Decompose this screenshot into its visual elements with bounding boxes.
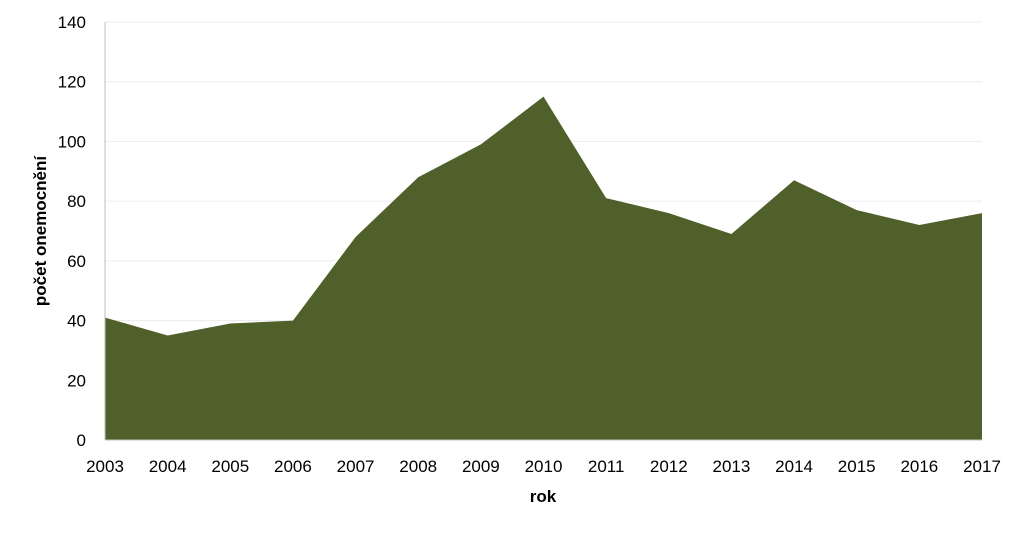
x-tick-label-2013: 2013	[713, 457, 751, 476]
x-axis-ticks: 2003 2004 2005 2006 2007 2008 2009 2010 2011 2012…	[86, 457, 1001, 476]
y-tick-label-40: 40	[67, 312, 86, 331]
x-tick-label-2017: 2017	[963, 457, 1001, 476]
x-tick-label-2016: 2016	[900, 457, 938, 476]
x-tick-label-2007: 2007	[337, 457, 375, 476]
y-tick-label-140: 140	[58, 13, 86, 32]
x-tick-label-2012: 2012	[650, 457, 688, 476]
x-axis-title: rok	[530, 487, 557, 506]
area-series	[105, 96, 982, 441]
plot-area	[105, 96, 982, 441]
x-tick-label-2005: 2005	[211, 457, 249, 476]
y-axis-title: počet onemocnění	[31, 155, 50, 306]
x-tick-label-2008: 2008	[399, 457, 437, 476]
y-tick-label-60: 60	[67, 252, 86, 271]
x-tick-label-2015: 2015	[838, 457, 876, 476]
x-tick-label-2006: 2006	[274, 457, 312, 476]
y-tick-label-100: 100	[58, 132, 86, 151]
y-tick-label-20: 20	[67, 371, 86, 390]
axes	[104, 22, 982, 441]
x-tick-label-2010: 2010	[525, 457, 563, 476]
x-tick-label-2004: 2004	[149, 457, 187, 476]
y-axis-ticks: 0 20 40 60 80 100 120 140	[58, 13, 86, 450]
y-tick-label-0: 0	[77, 431, 86, 450]
x-tick-label-2014: 2014	[775, 457, 813, 476]
x-tick-label-2003: 2003	[86, 457, 124, 476]
x-tick-label-2011: 2011	[588, 457, 625, 476]
y-tick-label-120: 120	[58, 73, 86, 92]
x-tick-label-2009: 2009	[462, 457, 500, 476]
y-tick-label-80: 80	[67, 192, 86, 211]
